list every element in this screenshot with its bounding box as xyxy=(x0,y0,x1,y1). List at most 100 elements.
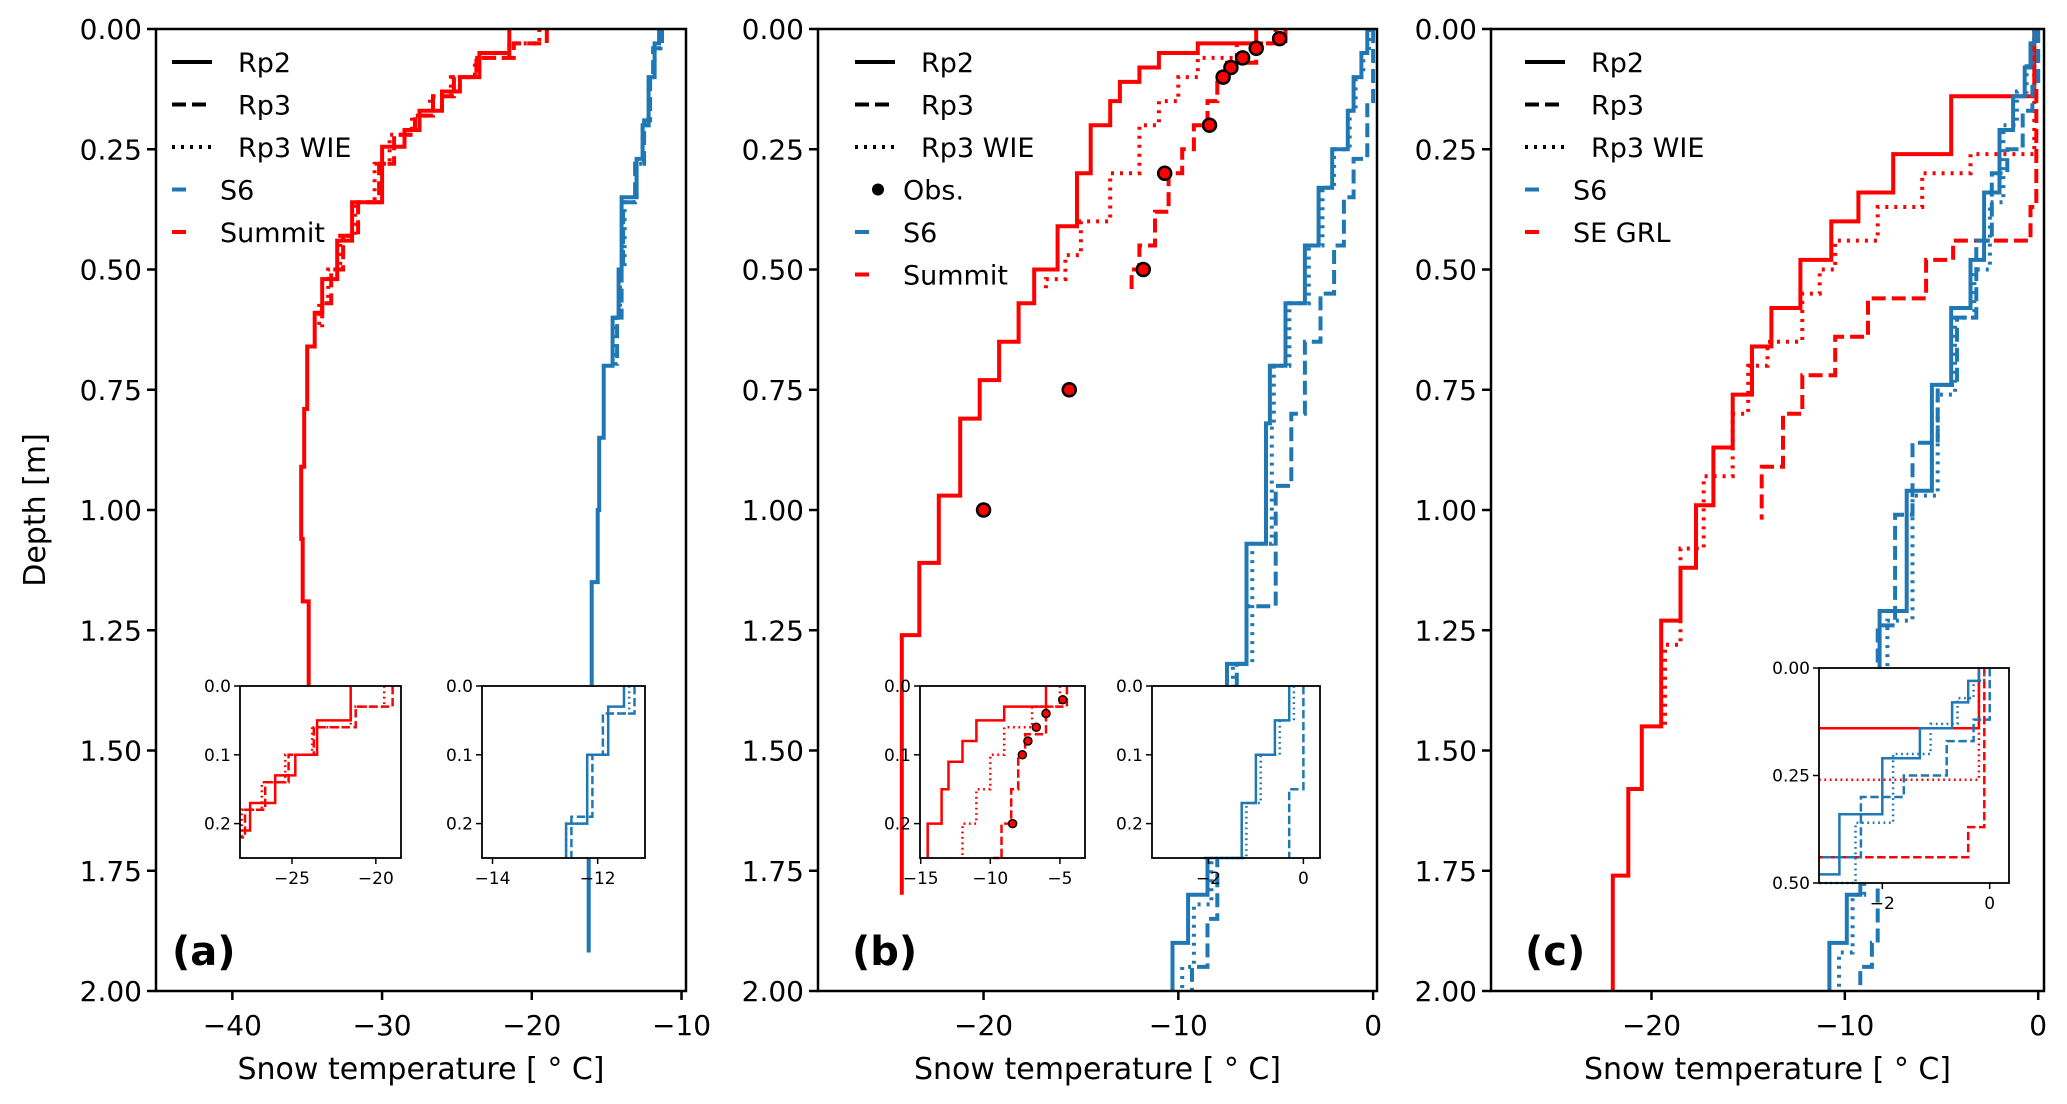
y-tick-label: 1.75 xyxy=(80,855,142,888)
y-tick-label: 1.00 xyxy=(742,494,804,527)
x-tick-label: −20 xyxy=(954,1009,1013,1042)
series-line-se-grl-rp2 xyxy=(1610,29,2037,991)
legend-label: SE GRL xyxy=(1573,218,1671,249)
series-line-s6-rp3 xyxy=(1819,668,1991,859)
series-line-s6-rp3-wie xyxy=(1208,686,1296,860)
inset-y-tick-label: 0.2 xyxy=(204,815,231,835)
legend-label: Summit xyxy=(220,218,325,249)
observation-point xyxy=(1201,117,1218,133)
panel-a: −40 −30 −20 −10 0.00 0.25 0.50 0.75 1.00 1.25 1.50… xyxy=(80,13,711,1087)
series-line-se-grl-rp3 xyxy=(1819,668,1986,859)
y-tick-label: 1.00 xyxy=(80,494,142,527)
inset-y-tick-label: 0.50 xyxy=(1772,874,1810,894)
inset-x-tick-label: −2 xyxy=(1870,894,1895,914)
inset-y-tick-label: 0.0 xyxy=(884,677,911,697)
observation-point xyxy=(1215,69,1231,85)
axes-frame xyxy=(816,27,1379,993)
inset-x-tick-label: −12 xyxy=(580,869,616,889)
inset-y-tick-label: 0.2 xyxy=(884,815,911,835)
inset-y-tick-label: 0.1 xyxy=(446,746,473,766)
y-tick-label: 0.50 xyxy=(742,254,804,287)
inset-y-tick-label: 0.25 xyxy=(1772,767,1810,787)
legend-marker-obs xyxy=(872,183,884,196)
series-line-summit-rp2 xyxy=(240,686,352,832)
inset-observation-point xyxy=(1057,695,1068,705)
series-line-s6-rp3 xyxy=(1287,686,1305,858)
inset-frame xyxy=(919,685,1086,859)
series-line-se-grl-rp3-wie xyxy=(1663,29,2037,727)
inset-x-tick-label: −15 xyxy=(903,869,939,889)
y-tick-label: 1.50 xyxy=(80,735,142,768)
series-line-s6-rp3-wie xyxy=(1819,668,1986,885)
inset-y-tick-label: 0.1 xyxy=(204,746,231,766)
inset-series-group xyxy=(1203,686,1305,860)
inset-x-tick-label: −5 xyxy=(1047,869,1072,889)
y-tick-label: 0.00 xyxy=(1415,13,1477,46)
inset-y-tick-label: 0.0 xyxy=(446,677,473,697)
legend-label: Rp3 xyxy=(1591,91,1644,122)
legend-label: Rp2 xyxy=(921,48,974,79)
inset-series-group xyxy=(240,686,394,839)
y-tick-label: 0.25 xyxy=(1415,133,1477,166)
x-axis-label: Snow temperature [ ° C] xyxy=(237,1052,604,1087)
y-axis-label: Depth [m] xyxy=(18,433,53,587)
y-tick-label: 2.00 xyxy=(742,975,804,1008)
legend-label: S6 xyxy=(220,176,254,207)
series-line-s6-rp3-wie xyxy=(613,29,663,366)
y-tick-label: 1.75 xyxy=(1415,855,1477,888)
y-tick-label: 0.25 xyxy=(80,133,142,166)
inset-series-group xyxy=(564,686,636,858)
inset-series-group xyxy=(926,686,1069,860)
series-line-s6-rp2 xyxy=(564,686,626,858)
inset-x-tick-label: −10 xyxy=(972,869,1008,889)
inset-y-tick-label: 0.00 xyxy=(1772,659,1810,679)
inset-observation-point xyxy=(1007,818,1018,829)
series-line-summit-rp2 xyxy=(899,29,1259,895)
series-group xyxy=(299,29,664,953)
inset-observation-point xyxy=(1023,736,1033,746)
y-tick-label: 1.50 xyxy=(742,735,804,768)
x-tick-label: −30 xyxy=(353,1009,412,1042)
x-tick-label: −20 xyxy=(502,1009,561,1042)
y-tick-label: 0.00 xyxy=(80,13,142,46)
x-tick-label: −20 xyxy=(1622,1009,1681,1042)
inset-x-tick-label: −2 xyxy=(1196,869,1221,889)
y-tick-label: 1.75 xyxy=(742,855,804,888)
inset-y-tick-label: 0.1 xyxy=(884,746,911,766)
series-line-summit-rp3 xyxy=(240,686,394,839)
observation-point xyxy=(975,502,992,518)
panel-label: (a) xyxy=(172,929,236,975)
axes-frame xyxy=(154,27,688,993)
series-line-summit-rp3-wie xyxy=(240,686,386,839)
y-tick-label: 1.50 xyxy=(1415,735,1477,768)
legend-label: Rp3 WIE xyxy=(238,133,351,164)
series-line-se-grl-rp3 xyxy=(1759,29,2039,520)
series-line-summit-rp3 xyxy=(993,686,1069,860)
inset-observation-point xyxy=(1041,708,1051,719)
x-tick-label: −10 xyxy=(652,1009,711,1042)
y-tick-label: 0.25 xyxy=(742,133,804,166)
observation-point xyxy=(1271,30,1288,47)
inset-background xyxy=(240,686,401,858)
inset-axes: −15 −10 −5 0.0 0.1 0.2 xyxy=(884,677,1086,889)
inset-x-tick-label: −25 xyxy=(274,869,310,889)
inset-y-tick-label: 0.2 xyxy=(446,815,473,835)
axes-frame xyxy=(1489,27,2046,993)
observation-point xyxy=(1223,59,1239,76)
x-tick-label: −10 xyxy=(1815,1009,1874,1042)
legend-label: Rp3 WIE xyxy=(921,133,1034,164)
inset-x-tick-label: 0 xyxy=(1984,894,1995,914)
y-tick-label: 0.75 xyxy=(80,374,142,407)
inset-series-group xyxy=(1819,668,1991,885)
legend-label: Rp2 xyxy=(1591,48,1644,79)
series-line-summit-rp3-wie xyxy=(1043,29,1278,294)
x-axis-label: Snow temperature [ ° C] xyxy=(914,1052,1281,1087)
legend-label: Rp3 xyxy=(238,91,291,122)
inset-observation-point xyxy=(1017,750,1028,760)
panel-label: (c) xyxy=(1525,929,1585,975)
inset-x-tick-label: 0 xyxy=(1298,869,1309,889)
observation-point xyxy=(1061,382,1078,398)
legend-label: Rp3 WIE xyxy=(1591,133,1704,164)
inset-background xyxy=(1152,686,1320,858)
